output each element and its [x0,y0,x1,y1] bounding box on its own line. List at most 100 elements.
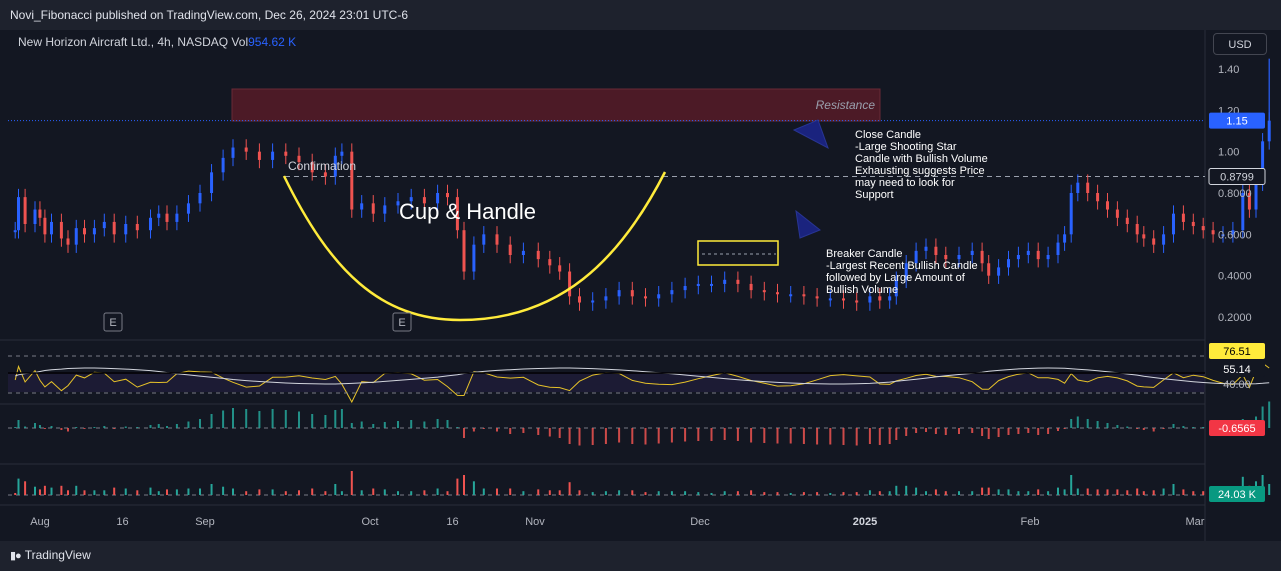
volume-bar [175,489,178,495]
momentum-bar [1063,428,1066,429]
currency-button[interactable]: USD [1213,33,1267,55]
candle-body [102,221,106,229]
candle-body [997,267,1001,276]
momentum-bar [684,428,687,442]
volume-bar [350,471,353,495]
momentum-bar [284,410,287,428]
volume-bar [372,488,375,495]
candle-body [271,151,275,160]
momentum-bar [60,428,63,430]
volume-bar [456,478,459,495]
last-price-badge-bg [1209,112,1265,129]
oscillator-badge: 76.51 [1223,346,1251,358]
candle-body [1086,182,1090,193]
volume-bar [340,491,343,495]
volume-bar [944,491,947,495]
volume-bar [166,489,168,495]
volume-bar [222,486,225,495]
tradingview-logo[interactable]: ▮● TradingView [10,548,91,562]
volume-bar [1076,488,1079,495]
breaker-candle-note: followed by Large Amount of [826,272,966,284]
volume-bar [124,488,127,495]
chart-area[interactable]: Resistance Confirmation Cup & Handle E E Clos… [0,30,1281,541]
candle-body [482,234,486,245]
time-tick: Sep [195,516,215,528]
volume-bar [537,489,540,495]
volume-bar [446,491,449,495]
candle-body [980,250,984,264]
volume-bar [670,491,673,495]
last-price-badge: 1.15 [1226,116,1247,128]
candle-body [749,283,753,291]
momentum-bar [1152,428,1155,432]
volume-bar [1202,491,1205,495]
momentum-bar [1047,428,1050,434]
candle-body [340,151,344,156]
momentum-bar [944,428,947,435]
momentum-badge-bg [1209,420,1265,436]
volume-bar [436,488,439,495]
volume-bar [934,489,937,495]
candle-body [924,246,928,251]
momentum-bar [868,428,871,444]
volume-bar [83,490,86,495]
volume-bar [710,493,713,495]
volume-bar [750,490,753,495]
candle-body [521,250,525,255]
volume-bar [199,488,201,495]
volume-bar [958,491,960,495]
volume-badge-bg [1209,486,1265,502]
candle-body [1142,234,1146,239]
handle-box [697,240,779,266]
candle-body [1135,223,1139,235]
candle-body [112,221,116,235]
volume-bar [548,490,551,495]
momentum-bar [232,408,234,428]
candle-body [446,192,449,198]
candle-body [310,161,314,173]
volume-bar [1126,490,1129,495]
momentum-bar [829,428,832,445]
breaker-candle-note: -Largest Recent Bullish Candle [826,260,978,272]
momentum-bar [372,424,375,428]
time-tick: Feb [1021,516,1040,528]
volume-bar [423,490,426,495]
momentum-bar [1076,416,1079,428]
momentum-bar [509,428,512,434]
candle-body [508,244,512,255]
close-candle-note: Close Candle [855,129,921,141]
close-candle-note: may need to look for [855,177,955,189]
candle-body [617,290,621,297]
volume-bar [410,491,413,495]
chart-svg[interactable]: Resistance Confirmation Cup & Handle E E Clos… [0,30,1281,541]
volume-bar [463,475,465,495]
volume-bar [34,486,36,495]
candle-body [66,238,70,245]
candle-body [284,151,288,156]
volume-bar [868,490,871,495]
volume-bar [284,491,287,495]
candle-body [244,147,248,152]
level-badge-border [1208,167,1266,185]
momentum-bar [895,428,898,440]
momentum-bar [175,424,178,428]
volume-bar [1241,476,1244,495]
volume-bar [736,491,739,495]
volume-badge: 24.03 K [1218,489,1257,501]
candle-body [842,298,845,301]
volume-bar [103,490,106,495]
candle-body [644,296,647,299]
momentum-bar [360,421,363,428]
candle-body [83,228,86,235]
momentum-bar [50,426,53,428]
candle-body [944,254,948,260]
candle-body [436,192,440,204]
volume-bar [360,490,363,495]
time-tick: Dec [690,516,710,528]
volume-value: 954.62 K [248,35,297,49]
volume-bar [905,485,908,495]
symbol-name: New Horizon Aircraft Ltd., 4h, NASDAQ [18,35,229,49]
time-tick: Mar [1186,516,1205,528]
momentum-bar [1106,423,1109,428]
momentum-bar [888,428,891,444]
